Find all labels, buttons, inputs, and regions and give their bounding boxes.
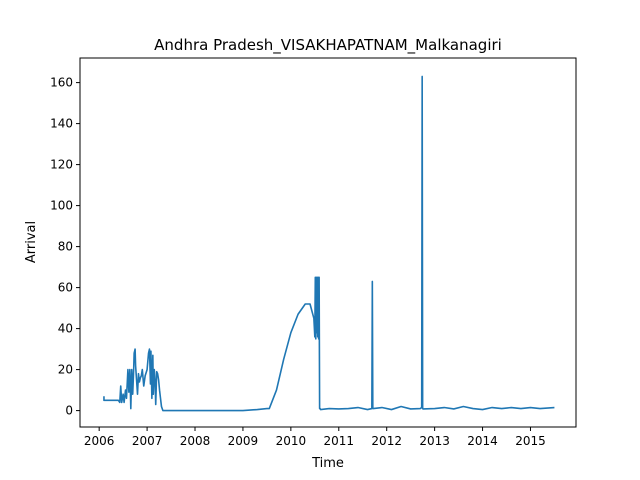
y-tick-label: 80: [58, 240, 73, 254]
series-line: [103, 75, 555, 412]
y-tick-label: 140: [50, 117, 73, 131]
y-axis: 0 20 40 60 80 100 120 140 160: [50, 76, 80, 418]
x-axis: 2006 2007 2008 2009 2010 2011 2012 2013 2014 2015: [84, 427, 546, 448]
y-tick-label: 0: [65, 404, 73, 418]
x-tick-label: 2012: [371, 434, 402, 448]
y-tick-label: 100: [50, 199, 73, 213]
y-axis-title: Arrival: [24, 221, 39, 263]
x-tick-label: 2011: [324, 434, 355, 448]
x-tick-label: 2015: [515, 434, 546, 448]
y-tick-label: 160: [50, 76, 73, 90]
x-tick-label: 2007: [132, 434, 163, 448]
y-tick-label: 120: [50, 158, 73, 172]
x-tick-label: 2013: [419, 434, 450, 448]
plot-area: [79, 57, 577, 428]
x-tick-label: 2009: [228, 434, 259, 448]
x-tick-label: 2014: [467, 434, 498, 448]
x-tick-label: 2006: [84, 434, 115, 448]
y-tick-label: 20: [58, 363, 73, 377]
x-tick-label: 2010: [276, 434, 307, 448]
chart-title: Andhra Pradesh_VISAKHAPATNAM_Malkanagiri: [154, 36, 502, 55]
x-axis-title: Time: [311, 456, 344, 471]
x-tick-label: 2008: [180, 434, 211, 448]
plot-frame: [79, 57, 577, 428]
y-tick-label: 60: [58, 281, 73, 295]
y-tick-label: 40: [58, 322, 73, 336]
